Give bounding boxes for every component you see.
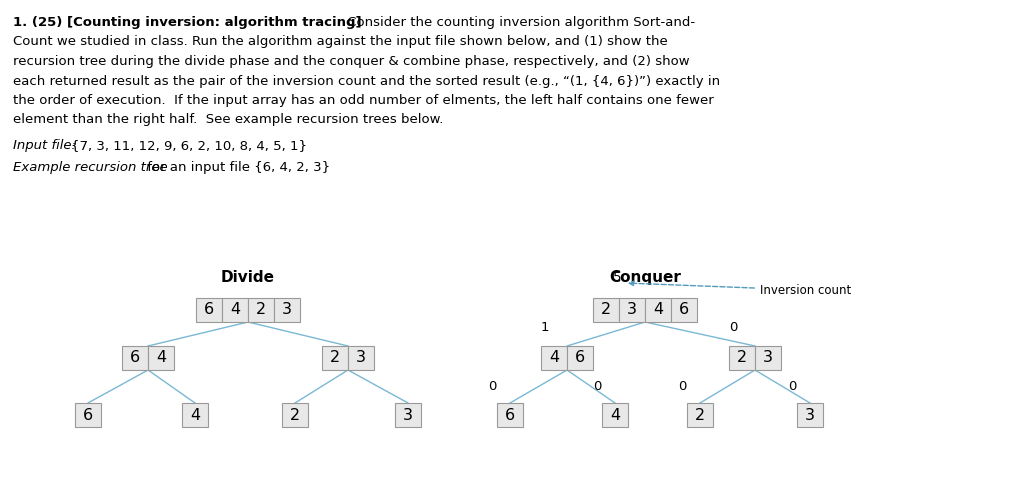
Text: recursion tree during the divide phase and the conquer & combine phase, respecti: recursion tree during the divide phase a… — [13, 55, 689, 68]
Text: 0: 0 — [593, 380, 601, 393]
Text: 3: 3 — [763, 350, 773, 365]
Text: {7, 3, 11, 12, 9, 6, 2, 10, 8, 4, 5, 1}: {7, 3, 11, 12, 9, 6, 2, 10, 8, 4, 5, 1} — [71, 139, 307, 152]
Text: 1. (25) [Counting inversion: algorithm tracing]: 1. (25) [Counting inversion: algorithm t… — [13, 16, 361, 29]
Text: 1: 1 — [541, 321, 549, 334]
Text: 3: 3 — [356, 350, 366, 365]
Bar — [602, 403, 628, 427]
Bar — [645, 298, 671, 322]
Bar — [497, 403, 523, 427]
Text: Conquer: Conquer — [609, 270, 681, 285]
Text: 4: 4 — [189, 408, 200, 422]
Bar — [671, 298, 697, 322]
Bar — [729, 346, 755, 370]
Text: 3: 3 — [627, 302, 637, 317]
Bar — [797, 403, 823, 427]
Text: 2: 2 — [695, 408, 706, 422]
Bar — [282, 403, 308, 427]
Bar — [322, 346, 348, 370]
Bar — [248, 298, 274, 322]
Bar — [618, 298, 645, 322]
Text: Count we studied in class. Run the algorithm against the input file shown below,: Count we studied in class. Run the algor… — [13, 36, 668, 48]
Text: 4: 4 — [156, 350, 166, 365]
Bar — [274, 298, 300, 322]
Bar — [593, 298, 618, 322]
Text: each returned result as the pair of the inversion count and the sorted result (e: each returned result as the pair of the … — [13, 74, 720, 87]
Text: for an input file {6, 4, 2, 3}: for an input file {6, 4, 2, 3} — [143, 161, 330, 174]
Text: 6: 6 — [574, 350, 585, 365]
Text: Divide: Divide — [221, 270, 275, 285]
Text: 4: 4 — [610, 408, 621, 422]
Text: 0: 0 — [729, 321, 737, 334]
Text: 5: 5 — [612, 271, 622, 284]
Text: 0: 0 — [678, 380, 686, 393]
Text: 6: 6 — [130, 350, 140, 365]
Text: 3: 3 — [282, 302, 292, 317]
Bar — [196, 298, 222, 322]
Bar — [687, 403, 713, 427]
Bar — [755, 346, 781, 370]
Text: 4: 4 — [549, 350, 559, 365]
Text: 0: 0 — [487, 380, 497, 393]
Bar — [541, 346, 567, 370]
Bar — [122, 346, 148, 370]
Text: the order of execution.  If the input array has an odd number of elments, the le: the order of execution. If the input arr… — [13, 94, 714, 107]
Text: Consider the counting inversion algorithm Sort-and-: Consider the counting inversion algorith… — [343, 16, 695, 29]
Text: 2: 2 — [330, 350, 340, 365]
Bar — [567, 346, 593, 370]
Text: 2: 2 — [737, 350, 748, 365]
Bar — [395, 403, 421, 427]
Bar — [148, 346, 174, 370]
Text: 2: 2 — [601, 302, 611, 317]
Text: Input file:: Input file: — [13, 139, 80, 152]
Text: 6: 6 — [204, 302, 214, 317]
Text: 0: 0 — [787, 380, 797, 393]
Text: 3: 3 — [805, 408, 815, 422]
Bar — [222, 298, 248, 322]
Text: 4: 4 — [230, 302, 240, 317]
Text: Example recursion tree: Example recursion tree — [13, 161, 168, 174]
Text: 3: 3 — [403, 408, 413, 422]
Text: 4: 4 — [653, 302, 664, 317]
Bar — [348, 346, 374, 370]
Text: 6: 6 — [505, 408, 515, 422]
Text: 2: 2 — [290, 408, 300, 422]
Text: element than the right half.  See example recursion trees below.: element than the right half. See example… — [13, 113, 443, 127]
Text: 6: 6 — [83, 408, 93, 422]
Bar — [182, 403, 208, 427]
Text: 2: 2 — [256, 302, 266, 317]
Text: Inversion count: Inversion count — [630, 281, 851, 297]
Bar — [75, 403, 101, 427]
Text: 6: 6 — [679, 302, 689, 317]
